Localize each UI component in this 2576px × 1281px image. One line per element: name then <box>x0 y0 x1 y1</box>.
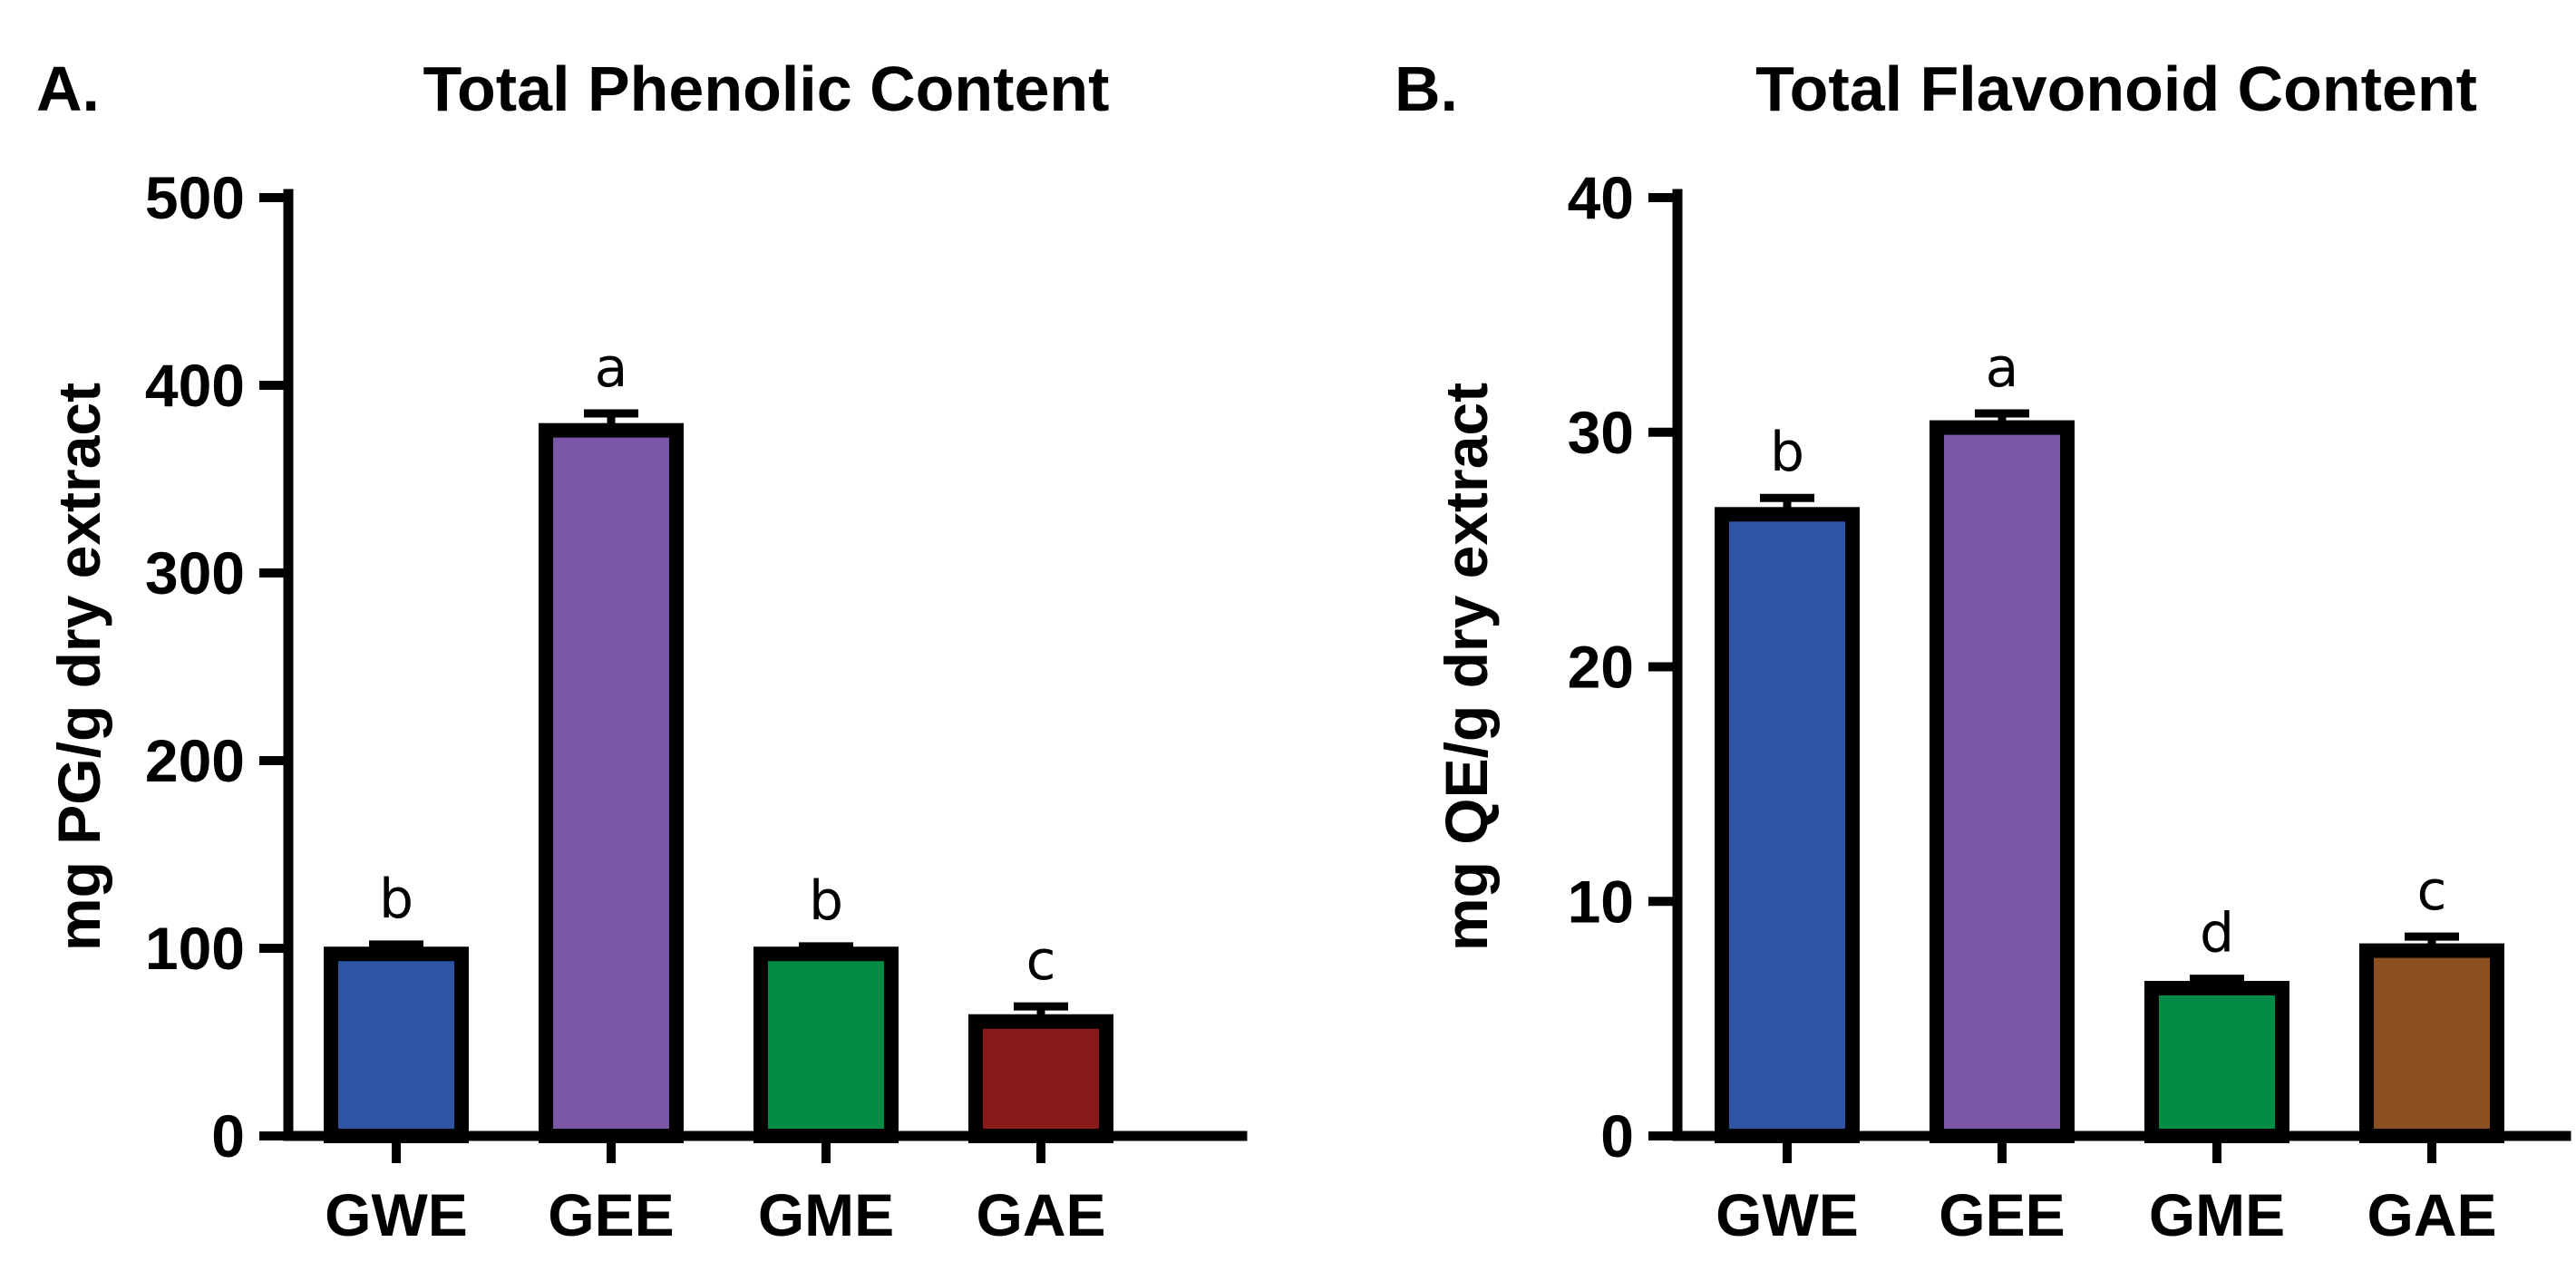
y-tick-label: 200 <box>145 727 245 794</box>
panel-b-chart: B. Total Flavonoid Content mg QE/g dry ext… <box>1395 53 2571 1248</box>
x-category-label: GEE <box>548 1181 674 1248</box>
significance-letter: a <box>595 336 628 400</box>
y-tick-label: 500 <box>145 164 245 231</box>
bar-gae <box>968 1014 1113 1143</box>
significance-letter: b <box>809 869 843 933</box>
bar-gee <box>1930 420 2075 1143</box>
x-category-label: GAE <box>2367 1181 2496 1248</box>
significance-letter: a <box>1986 336 2019 400</box>
y-tick-label: 0 <box>211 1102 245 1169</box>
chart-title: Total Flavonoid Content <box>1755 53 2477 124</box>
significance-letter: c <box>2417 859 2447 923</box>
significance-letter: c <box>1026 929 1056 993</box>
y-tick-label: 300 <box>145 539 245 607</box>
y-tick-label: 100 <box>145 915 245 982</box>
x-category-label: GME <box>758 1181 894 1248</box>
x-category-label: GWE <box>1716 1181 1859 1248</box>
panel-label: A. <box>36 53 100 124</box>
y-axis-label: mg PG/g dry extract <box>45 383 112 951</box>
bar-gme <box>2144 980 2289 1144</box>
significance-letter: d <box>2200 902 2234 966</box>
panel-a-chart: A. Total Phenolic Content mg PG/g dry extr… <box>36 53 1248 1248</box>
y-tick-label: 40 <box>1568 164 1634 231</box>
panel-label: B. <box>1395 53 1458 124</box>
significance-letter: b <box>1770 421 1804 484</box>
bar-gwe <box>1715 507 1860 1143</box>
bar-gee <box>539 422 684 1143</box>
y-tick-label: 30 <box>1568 399 1634 466</box>
bar-gae <box>2359 943 2504 1144</box>
x-category-label: GEE <box>1939 1181 2065 1248</box>
y-axis-label: mg QE/g dry extract <box>1433 383 1500 951</box>
bar-gme <box>753 946 899 1143</box>
bar-gwe <box>324 946 469 1143</box>
x-category-label: GWE <box>325 1181 468 1248</box>
chart-title: Total Phenolic Content <box>423 53 1109 124</box>
y-tick-label: 0 <box>1600 1102 1634 1169</box>
x-category-label: GAE <box>976 1181 1105 1248</box>
x-category-label: GME <box>2149 1181 2285 1248</box>
y-tick-label: 20 <box>1568 634 1634 701</box>
y-tick-label: 400 <box>145 352 245 419</box>
significance-letter: b <box>379 868 413 931</box>
y-tick-label: 10 <box>1568 868 1634 935</box>
